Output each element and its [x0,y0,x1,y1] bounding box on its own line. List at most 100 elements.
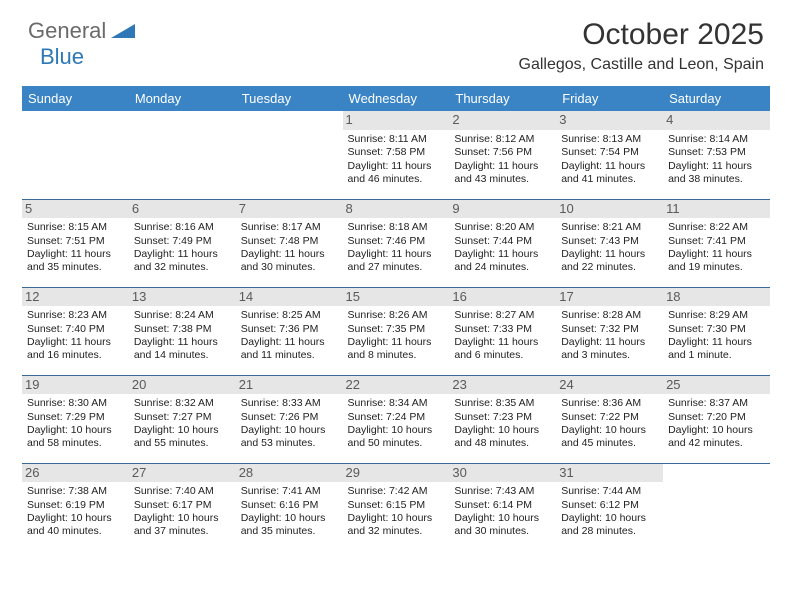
day-info: Sunrise: 8:18 AMSunset: 7:46 PMDaylight:… [348,221,445,275]
sunrise-text: Sunrise: 7:41 AM [241,485,338,498]
page-title: October 2025 [519,18,765,52]
sunrise-text: Sunrise: 8:15 AM [27,221,124,234]
day-number: 20 [129,376,236,395]
daylight-text: Daylight: 11 hours and 1 minute. [668,336,765,363]
daylight-text: Daylight: 11 hours and 43 minutes. [454,160,551,187]
sunrise-text: Sunrise: 8:11 AM [348,133,445,146]
sunset-text: Sunset: 7:41 PM [668,235,765,248]
day-info: Sunrise: 8:28 AMSunset: 7:32 PMDaylight:… [561,309,658,363]
sunrise-text: Sunrise: 8:16 AM [134,221,231,234]
day-number: 31 [556,464,663,483]
daylight-text: Daylight: 11 hours and 35 minutes. [27,248,124,275]
daylight-text: Daylight: 10 hours and 35 minutes. [241,512,338,539]
logo-text-general: General [28,18,106,43]
sunrise-text: Sunrise: 8:26 AM [348,309,445,322]
day-info: Sunrise: 8:32 AMSunset: 7:27 PMDaylight:… [134,397,231,451]
calendar-cell: 23 Sunrise: 8:35 AMSunset: 7:23 PMDayligh… [449,375,556,463]
daylight-text: Daylight: 11 hours and 6 minutes. [454,336,551,363]
day-header: Tuesday [236,86,343,111]
day-number: 24 [556,376,663,395]
sunset-text: Sunset: 7:29 PM [27,411,124,424]
calendar-cell: 31 Sunrise: 7:44 AMSunset: 6:12 PMDayligh… [556,463,663,551]
day-number: 12 [22,288,129,307]
day-info: Sunrise: 8:23 AMSunset: 7:40 PMDaylight:… [27,309,124,363]
daylight-text: Daylight: 11 hours and 11 minutes. [241,336,338,363]
sunrise-text: Sunrise: 8:24 AM [134,309,231,322]
sunset-text: Sunset: 7:36 PM [241,323,338,336]
calendar-cell: 3Sunrise: 8:13 AMSunset: 7:54 PMDaylight… [556,111,663,199]
sunset-text: Sunset: 7:53 PM [668,146,765,159]
sunrise-text: Sunrise: 8:18 AM [348,221,445,234]
day-header: Monday [129,86,236,111]
calendar-cell [22,111,129,199]
day-info: Sunrise: 8:26 AMSunset: 7:35 PMDaylight:… [348,309,445,363]
day-info: Sunrise: 8:13 AMSunset: 7:54 PMDaylight:… [561,133,658,187]
day-number: 6 [129,200,236,219]
day-number: 22 [343,376,450,395]
daylight-text: Daylight: 10 hours and 40 minutes. [27,512,124,539]
calendar-cell: 4Sunrise: 8:14 AMSunset: 7:53 PMDaylight… [663,111,770,199]
daylight-text: Daylight: 10 hours and 37 minutes. [134,512,231,539]
calendar-cell [236,111,343,199]
daylight-text: Daylight: 10 hours and 50 minutes. [348,424,445,451]
sunset-text: Sunset: 6:19 PM [27,499,124,512]
sunrise-text: Sunrise: 7:40 AM [134,485,231,498]
day-info: Sunrise: 8:22 AMSunset: 7:41 PMDaylight:… [668,221,765,275]
day-info: Sunrise: 8:27 AMSunset: 7:33 PMDaylight:… [454,309,551,363]
daylight-text: Daylight: 11 hours and 30 minutes. [241,248,338,275]
logo: General Blue [28,18,135,70]
calendar-table: SundayMondayTuesdayWednesdayThursdayFrid… [22,86,770,551]
daylight-text: Daylight: 10 hours and 28 minutes. [561,512,658,539]
daylight-text: Daylight: 11 hours and 3 minutes. [561,336,658,363]
sunrise-text: Sunrise: 8:30 AM [27,397,124,410]
sunset-text: Sunset: 7:54 PM [561,146,658,159]
day-number: 17 [556,288,663,307]
sunset-text: Sunset: 7:43 PM [561,235,658,248]
daylight-text: Daylight: 10 hours and 32 minutes. [348,512,445,539]
day-info: Sunrise: 8:35 AMSunset: 7:23 PMDaylight:… [454,397,551,451]
day-header: Thursday [449,86,556,111]
sunrise-text: Sunrise: 8:21 AM [561,221,658,234]
day-number: 26 [22,464,129,483]
day-number: 25 [663,376,770,395]
sunrise-text: Sunrise: 8:13 AM [561,133,658,146]
sunrise-text: Sunrise: 8:32 AM [134,397,231,410]
daylight-text: Daylight: 11 hours and 24 minutes. [454,248,551,275]
day-number: 27 [129,464,236,483]
day-number: 28 [236,464,343,483]
day-number: 2 [449,111,556,130]
day-number: 21 [236,376,343,395]
daylight-text: Daylight: 11 hours and 38 minutes. [668,160,765,187]
sunset-text: Sunset: 7:46 PM [348,235,445,248]
sunset-text: Sunset: 7:24 PM [348,411,445,424]
sunset-text: Sunset: 7:58 PM [348,146,445,159]
sunset-text: Sunset: 6:14 PM [454,499,551,512]
day-header: Wednesday [343,86,450,111]
day-number: 1 [343,111,450,130]
day-info: Sunrise: 8:24 AMSunset: 7:38 PMDaylight:… [134,309,231,363]
sunset-text: Sunset: 7:38 PM [134,323,231,336]
calendar-week-row: 19Sunrise: 8:30 AMSunset: 7:29 PMDayligh… [22,375,770,463]
sunrise-text: Sunrise: 8:25 AM [241,309,338,322]
sunset-text: Sunset: 7:56 PM [454,146,551,159]
calendar-week-row: 12 Sunrise: 8:23 AMSunset: 7:40 PMDayligh… [22,287,770,375]
day-info: Sunrise: 7:44 AMSunset: 6:12 PMDaylight:… [561,485,658,539]
sunset-text: Sunset: 6:16 PM [241,499,338,512]
sunrise-text: Sunrise: 8:22 AM [668,221,765,234]
calendar-cell: 7Sunrise: 8:17 AMSunset: 7:48 PMDaylight… [236,199,343,287]
day-number: 23 [449,376,556,395]
day-info: Sunrise: 8:37 AMSunset: 7:20 PMDaylight:… [668,397,765,451]
calendar-cell: 5Sunrise: 8:15 AMSunset: 7:51 PMDaylight… [22,199,129,287]
calendar-cell: 8Sunrise: 8:18 AMSunset: 7:46 PMDaylight… [343,199,450,287]
daylight-text: Daylight: 10 hours and 30 minutes. [454,512,551,539]
daylight-text: Daylight: 11 hours and 27 minutes. [348,248,445,275]
day-info: Sunrise: 8:34 AMSunset: 7:24 PMDaylight:… [348,397,445,451]
day-info: Sunrise: 7:41 AMSunset: 6:16 PMDaylight:… [241,485,338,539]
day-info: Sunrise: 8:14 AMSunset: 7:53 PMDaylight:… [668,133,765,187]
day-number: 30 [449,464,556,483]
sunrise-text: Sunrise: 8:36 AM [561,397,658,410]
day-number: 9 [449,200,556,219]
day-info: Sunrise: 7:40 AMSunset: 6:17 PMDaylight:… [134,485,231,539]
day-info: Sunrise: 8:15 AMSunset: 7:51 PMDaylight:… [27,221,124,275]
calendar-cell: 6Sunrise: 8:16 AMSunset: 7:49 PMDaylight… [129,199,236,287]
